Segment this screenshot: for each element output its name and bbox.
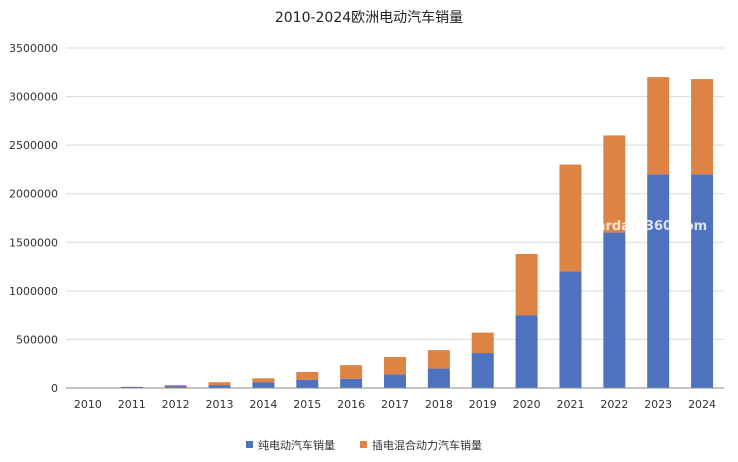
x-tick-label: 2021 — [556, 398, 584, 411]
bar-phev-2015 — [296, 371, 319, 380]
bar-bev-2013 — [208, 385, 231, 388]
grid-lines — [66, 47, 724, 340]
bar-bev-2024 — [691, 174, 714, 388]
x-tick-label: 2015 — [293, 398, 321, 411]
y-tick-label: 3500000 — [9, 42, 58, 55]
bar-phev-2019 — [471, 332, 494, 354]
bar-bev-2021 — [559, 271, 582, 388]
x-tick-label: 2023 — [644, 398, 672, 411]
bar-phev-2021 — [559, 164, 582, 272]
x-tick-label: 2012 — [162, 398, 190, 411]
bar-phev-2020 — [515, 253, 538, 316]
y-axis-ticks: 0 500000 1000000 1500000 2000000 2500000 30000… — [9, 42, 58, 395]
bar-bev-2016 — [340, 378, 363, 388]
bar-bev-2019 — [471, 353, 494, 388]
bar-phev-2012 — [164, 385, 187, 387]
bar-bev-2011 — [120, 386, 143, 388]
legend-label: 插电混合动力汽车销量 — [372, 438, 482, 452]
bar-phev-2023 — [647, 77, 670, 175]
bar-phev-2022 — [603, 135, 626, 233]
bar-bev-2015 — [296, 379, 319, 388]
bar-phev-2013 — [208, 382, 231, 386]
x-tick-label: 2014 — [249, 398, 277, 411]
bar-bev-2023 — [647, 174, 670, 388]
x-tick-label: 2024 — [688, 398, 716, 411]
x-tick-label: 2022 — [600, 398, 628, 411]
bar-phev-2024 — [691, 79, 714, 175]
bar-phev-2017 — [384, 356, 406, 375]
watermark: stardata360.com — [583, 219, 707, 234]
bar-bev-2017 — [384, 374, 406, 388]
x-tick-label: 2016 — [337, 398, 365, 411]
x-tick-label: 2010 — [74, 398, 102, 411]
y-tick-label: 2000000 — [9, 188, 58, 201]
bar-phev-2018 — [427, 350, 450, 369]
y-tick-label: 500000 — [16, 333, 58, 346]
y-tick-label: 0 — [51, 382, 58, 395]
bar-bev-2012 — [164, 386, 187, 388]
bar-phev-2014 — [252, 378, 275, 383]
x-tick-label: 2019 — [469, 398, 497, 411]
bar-bev-2018 — [427, 368, 450, 388]
x-tick-label: 2011 — [118, 398, 146, 411]
y-tick-label: 1500000 — [9, 236, 58, 249]
legend-swatch — [360, 441, 367, 448]
bars — [76, 77, 714, 388]
legend-label: 纯电动汽车销量 — [258, 438, 335, 452]
legend-swatch — [246, 441, 253, 448]
bar-bev-2022 — [603, 232, 626, 388]
x-tick-label: 2018 — [425, 398, 453, 411]
x-tick-label: 2013 — [206, 398, 234, 411]
y-tick-label: 3000000 — [9, 91, 58, 104]
chart-title: 2010-2024欧洲电动汽车销量 — [275, 9, 463, 26]
bar-bev-2020 — [515, 315, 538, 388]
y-tick-label: 2500000 — [9, 139, 58, 152]
x-tick-label: 2020 — [513, 398, 541, 411]
y-tick-label: 1000000 — [9, 285, 58, 298]
x-tick-label: 2017 — [381, 398, 409, 411]
bar-phev-2016 — [340, 365, 363, 379]
x-axis-ticks: 2010 2011 2012 2013 2014 2015 2016 2017 2018 2019… — [74, 398, 716, 411]
bar-bev-2014 — [252, 382, 275, 388]
legend: 纯电动汽车销量 插电混合动力汽车销量 — [246, 438, 482, 452]
